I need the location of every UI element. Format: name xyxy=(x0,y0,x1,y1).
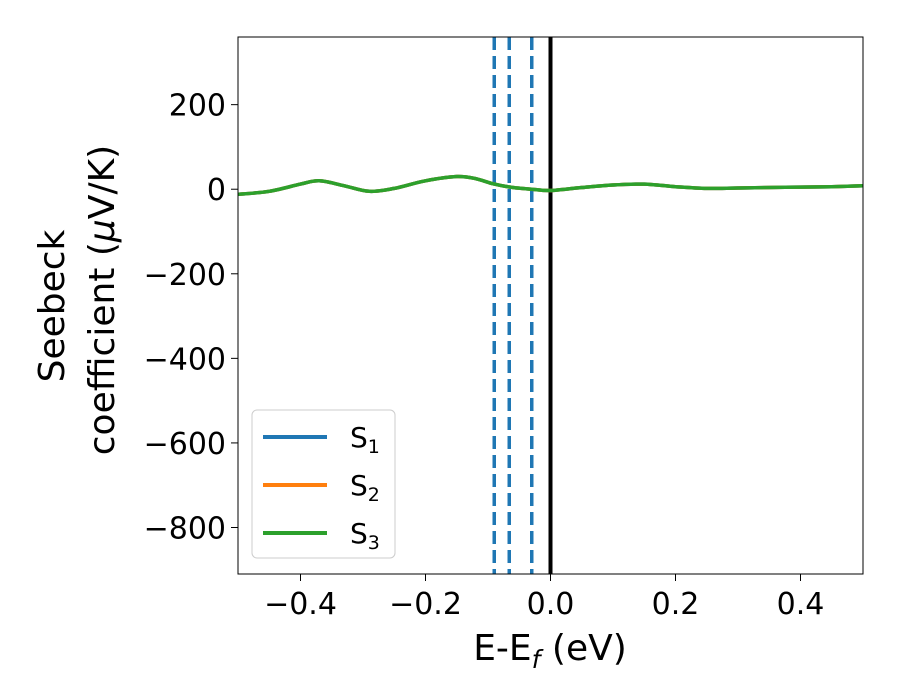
legend-label-2: S2 xyxy=(350,469,380,506)
x-tick-label: −0.4 xyxy=(264,587,337,622)
y-axis-ticks: 200 0 −200 −400 −600 −800 xyxy=(144,89,238,546)
y-tick-label: −800 xyxy=(144,511,226,546)
y-axis-label-line2: coefficient (μV/K) xyxy=(82,145,123,455)
x-axis-label: E-Ef (eV) xyxy=(473,628,627,674)
y-tick-label: −600 xyxy=(144,427,226,462)
x-axis-ticks: −0.4 −0.2 0.0 0.2 0.4 xyxy=(264,574,824,622)
series-lines xyxy=(238,174,863,197)
y-tick-label: 0 xyxy=(207,173,226,208)
y-axis-label-line1: Seebeck xyxy=(32,229,73,382)
x-tick-label: 0.0 xyxy=(527,587,575,622)
legend-label-1: S1 xyxy=(350,421,380,458)
x-tick-label: 0.4 xyxy=(777,587,825,622)
y-tick-label: 200 xyxy=(169,89,226,124)
vertical-markers xyxy=(492,37,553,574)
x-tick-label: −0.2 xyxy=(389,587,462,622)
x-tick-label: 0.2 xyxy=(652,587,700,622)
legend: S1 S2 S3 xyxy=(251,409,396,559)
y-tick-label: −200 xyxy=(144,258,226,293)
series-line-3 xyxy=(238,174,863,197)
legend-label-3: S3 xyxy=(350,517,380,554)
y-tick-label: −400 xyxy=(144,342,226,377)
